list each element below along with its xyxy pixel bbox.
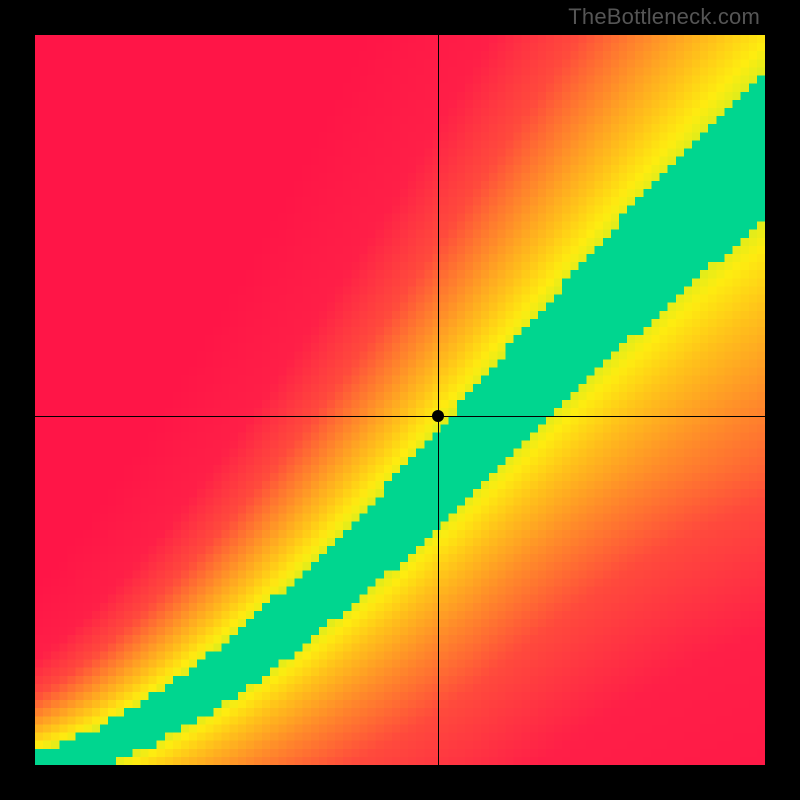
heatmap-plot xyxy=(35,35,765,765)
heatmap-canvas xyxy=(35,35,765,765)
watermark-text: TheBottleneck.com xyxy=(568,4,760,30)
selection-marker xyxy=(432,410,444,422)
crosshair-vertical xyxy=(438,35,439,765)
crosshair-horizontal xyxy=(35,416,765,417)
